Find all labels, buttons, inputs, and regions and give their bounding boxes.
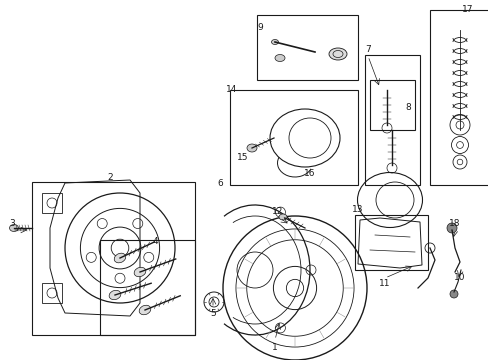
- Ellipse shape: [9, 225, 19, 231]
- Text: 17: 17: [461, 4, 473, 13]
- Text: 2: 2: [107, 174, 113, 183]
- Ellipse shape: [246, 144, 257, 152]
- Text: 1: 1: [271, 342, 277, 351]
- Text: 12: 12: [272, 207, 283, 216]
- Text: 15: 15: [237, 153, 248, 162]
- Bar: [42, 193, 62, 213]
- Text: 4: 4: [152, 238, 158, 247]
- Bar: [369, 80, 414, 130]
- Ellipse shape: [114, 253, 125, 263]
- Text: 5: 5: [210, 310, 215, 319]
- Text: 11: 11: [379, 279, 390, 288]
- Text: 9: 9: [257, 22, 263, 31]
- Bar: [429, 10, 488, 185]
- Text: 13: 13: [351, 206, 363, 215]
- Ellipse shape: [279, 214, 286, 220]
- Text: 8: 8: [404, 103, 410, 112]
- Ellipse shape: [328, 48, 346, 60]
- Bar: [100, 240, 195, 335]
- Ellipse shape: [109, 290, 121, 300]
- Text: 14: 14: [226, 85, 237, 94]
- Ellipse shape: [274, 54, 285, 62]
- Bar: [42, 283, 62, 303]
- Bar: [32, 182, 195, 335]
- Text: 7: 7: [365, 45, 370, 54]
- Circle shape: [446, 223, 456, 233]
- Text: 18: 18: [448, 220, 460, 229]
- Ellipse shape: [134, 267, 145, 277]
- Text: 16: 16: [304, 168, 315, 177]
- Ellipse shape: [139, 305, 150, 315]
- Ellipse shape: [271, 40, 278, 45]
- Text: 3: 3: [9, 220, 15, 229]
- Bar: [354, 215, 427, 270]
- Text: 10: 10: [453, 274, 465, 283]
- Bar: [257, 15, 357, 80]
- Bar: [364, 55, 419, 185]
- Bar: [229, 90, 357, 185]
- Circle shape: [449, 290, 457, 298]
- Text: 6: 6: [217, 179, 223, 188]
